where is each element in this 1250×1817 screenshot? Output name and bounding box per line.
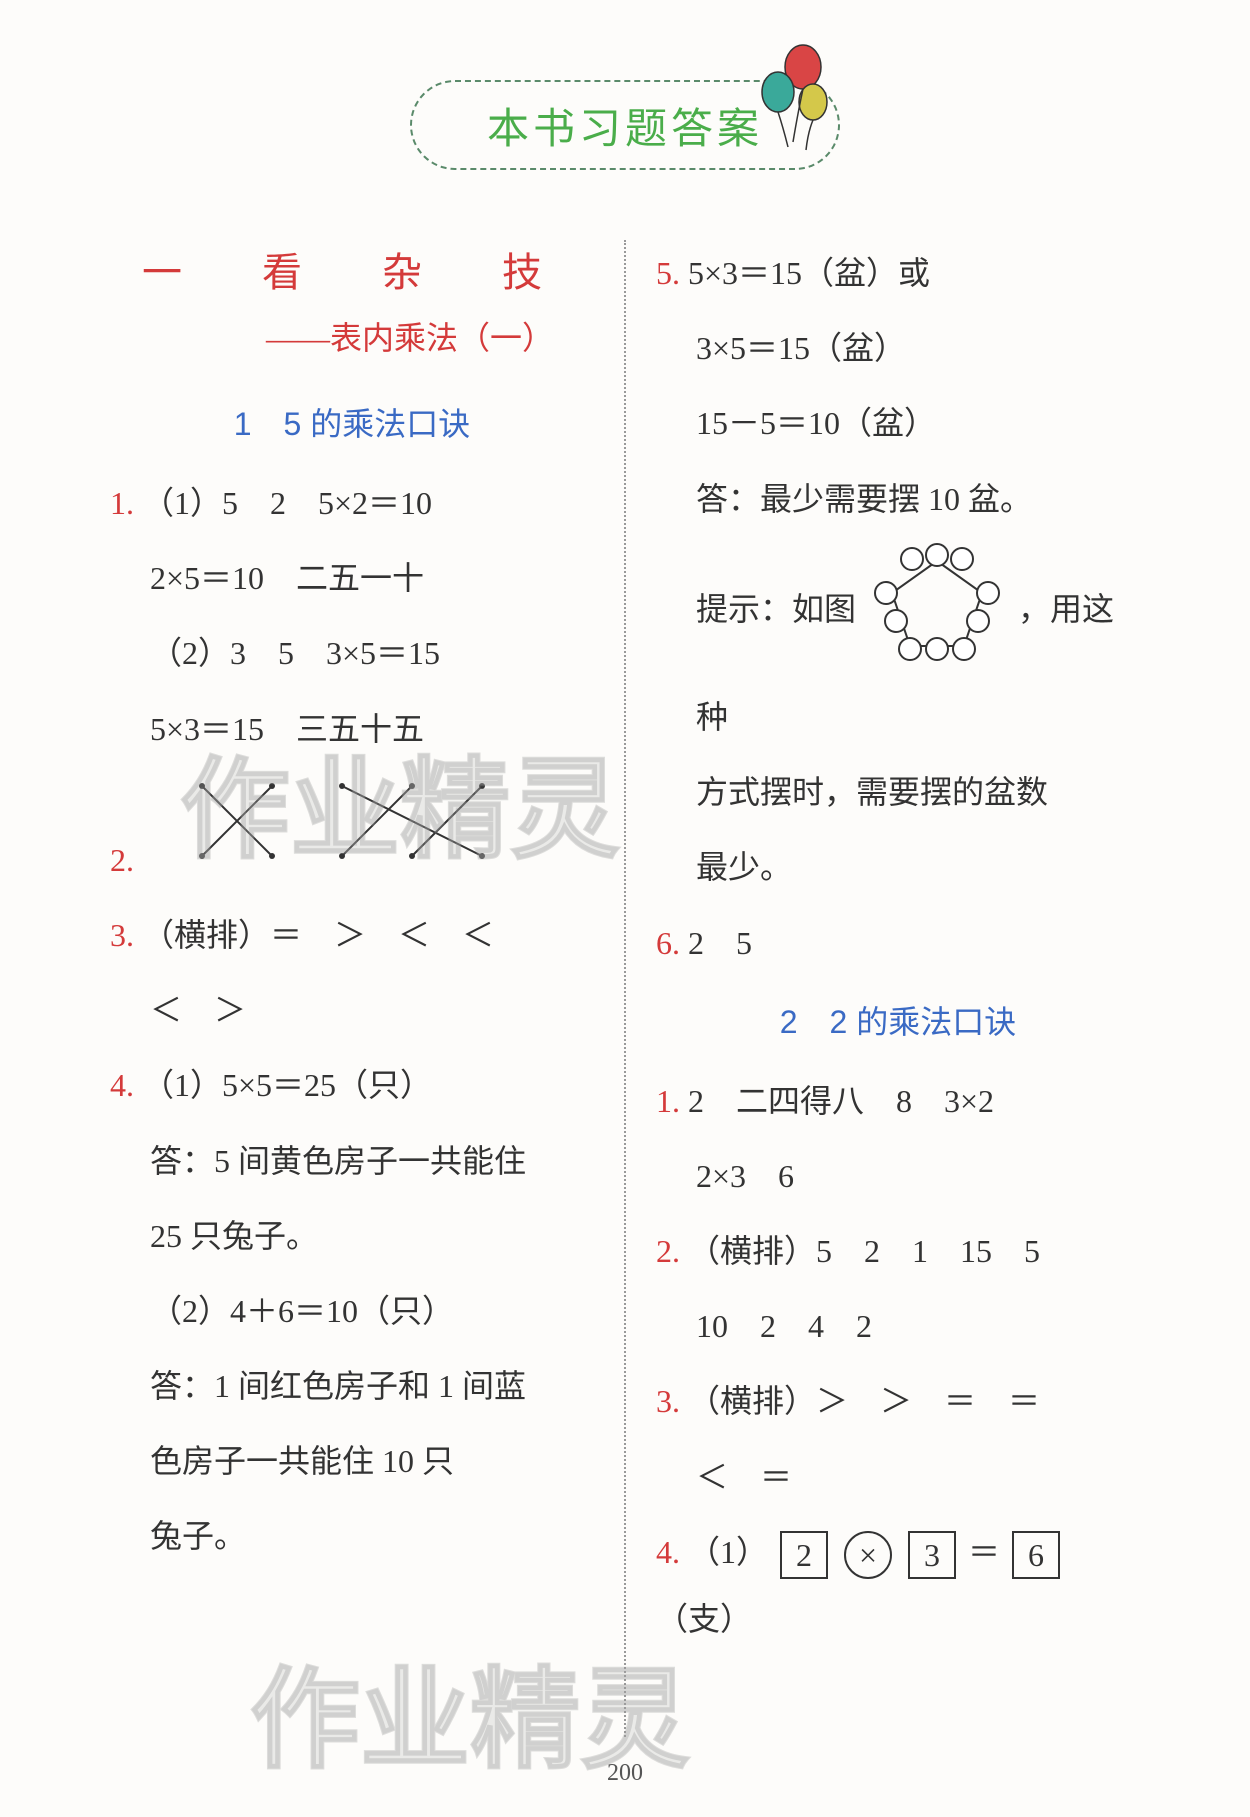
q5-line2: 3×5＝15（盆）: [656, 315, 1140, 382]
q4-line6: 色房子一共能住 10 只: [110, 1428, 594, 1495]
left-column: 一 看 杂 技 ——表内乘法（一） 1 5 的乘法口诀 1. （1）5 2 5×…: [90, 240, 626, 1737]
q1-line1: 1. （1）5 2 5×2＝10: [110, 470, 594, 537]
q5-line1: 5. 5×3＝15（盆）或: [656, 240, 1140, 307]
s2q3-text1: （横排）＞ ＞ ＝ ＝: [688, 1383, 1040, 1419]
q4-line5: 答：1 间红色房子和 1 间蓝: [110, 1353, 594, 1420]
q3-line1: 3. （横排）＝ ＞ ＜ ＜: [110, 902, 594, 969]
q6-num: 6.: [656, 925, 680, 961]
q5-line5: 提示：如图 ，用这: [656, 541, 1140, 751]
s2q2-num: 2.: [656, 1233, 680, 1269]
q2-num: 2.: [110, 842, 134, 878]
s2q1-num: 1.: [656, 1083, 680, 1119]
q4-text1: （1）5×5＝25（只）: [142, 1067, 432, 1103]
q6: 6. 2 5: [656, 910, 1140, 977]
s2q3-line1: 3. （横排）＞ ＞ ＝ ＝: [656, 1368, 1140, 1435]
page-number: 200: [607, 1760, 643, 1787]
q3-text1: （横排）＝ ＞ ＜ ＜: [142, 917, 494, 953]
right-column: 5. 5×3＝15（盆）或 3×5＝15（盆） 15－5＝10（盆） 答：最少需…: [626, 240, 1160, 1737]
q4-line7: 兔子。: [110, 1503, 594, 1570]
s2q3-line2: ＜ ＝: [656, 1444, 1140, 1511]
box-1: 2: [780, 1531, 828, 1579]
q5-line4: 答：最少需要摆 10 盆。: [656, 466, 1140, 533]
page-container: 本书习题答案 一 看 杂 技 ——表内乘法（一） 1 5 的乘法口诀 1. （1…: [0, 0, 1250, 1817]
page-title: 本书习题答案: [487, 95, 763, 156]
op-circle: ×: [844, 1531, 892, 1579]
box-2: 3: [908, 1531, 956, 1579]
content-columns: 一 看 杂 技 ——表内乘法（一） 1 5 的乘法口诀 1. （1）5 2 5×…: [90, 240, 1160, 1737]
section-2-title: 2 2 的乘法口诀: [656, 997, 1140, 1043]
s2q1-line1: 1. 2 二四得八 8 3×2: [656, 1068, 1140, 1135]
q5-line6: 方式摆时，需要摆的盆数: [656, 759, 1140, 826]
q5-line7: 最少。: [656, 834, 1140, 901]
pentagon-icon: [872, 541, 1002, 684]
q4-num: 4.: [110, 1067, 134, 1103]
s2q4-prefix: （1）: [688, 1534, 768, 1570]
q3-line2: ＜ ＞: [110, 977, 594, 1044]
q5-num: 5.: [656, 255, 680, 291]
q1-num: 1.: [110, 485, 134, 521]
q4-line3: 25 只兔子。: [110, 1203, 594, 1270]
q4-line2: 答：5 间黄色房子一共能住: [110, 1128, 594, 1195]
title-banner: 本书习题答案: [410, 80, 840, 170]
s2q2-line2: 10 2 4 2: [656, 1293, 1140, 1360]
section-1-title: 1 5 的乘法口诀: [110, 399, 594, 445]
box-3: 6: [1012, 1531, 1060, 1579]
q1-text1: （1）5 2 5×2＝10: [142, 485, 432, 521]
balloons-icon: [748, 42, 868, 167]
s2q1-text1: 2 二四得八 8 3×2: [688, 1083, 994, 1119]
s2q4: 4. （1） 2 × 3 ＝ 6 （支）: [656, 1519, 1140, 1653]
s2q1-line2: 2×3 6: [656, 1143, 1140, 1210]
chapter-title: 一 看 杂 技: [110, 240, 594, 298]
q4-line4: （2）4＋6＝10（只）: [110, 1278, 594, 1345]
s2q2-line1: 2. （横排）5 2 1 15 5: [656, 1218, 1140, 1285]
q1-line3: （2）3 5 3×5＝15: [110, 620, 594, 687]
s2q4-num: 4.: [656, 1534, 680, 1570]
s2q2-text1: （横排）5 2 1 15 5: [688, 1233, 1040, 1269]
q5-text5a: 提示：如图: [696, 591, 856, 627]
q4-line1: 4. （1）5×5＝25（只）: [110, 1052, 594, 1119]
s2q3-num: 3.: [656, 1383, 680, 1419]
q5-line3: 15－5＝10（盆）: [656, 390, 1140, 457]
q6-text: 2 5: [688, 925, 752, 961]
q5-text1: 5×3＝15（盆）或: [688, 255, 930, 291]
crossing-lines-diagram: [182, 842, 502, 878]
q3-num: 3.: [110, 917, 134, 953]
chapter-subtitle: ——表内乘法（一）: [110, 313, 594, 359]
s2q4-suffix: （支）: [656, 1601, 752, 1637]
q1-line2: 2×5＝10 二五一十: [110, 545, 594, 612]
eq-sign: ＝: [968, 1534, 1000, 1570]
q2: 2.: [110, 771, 594, 894]
q1-line4: 5×3＝15 三五十五: [110, 696, 594, 763]
